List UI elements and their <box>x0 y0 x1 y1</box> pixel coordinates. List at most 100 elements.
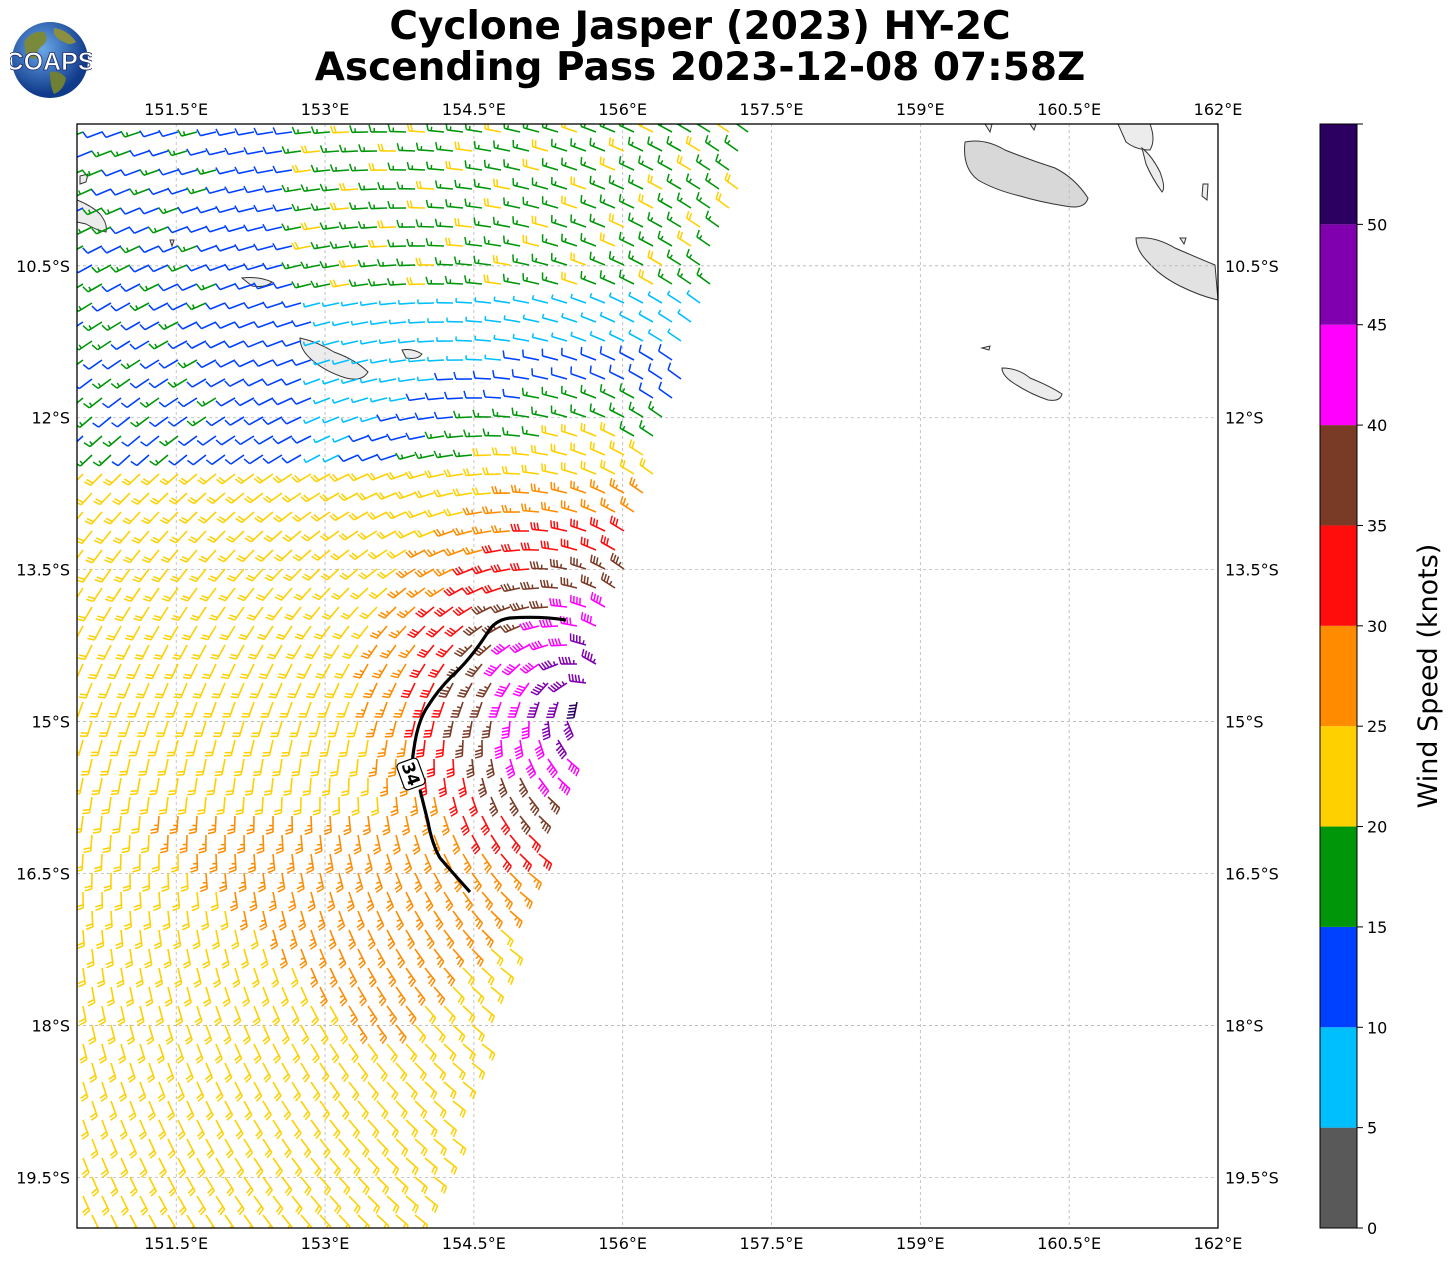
wind-barb <box>377 606 397 619</box>
wind-barb <box>550 405 568 418</box>
wind-barb <box>627 136 644 152</box>
wind-barb <box>570 138 587 152</box>
wind-barb <box>196 206 217 214</box>
wind-barb <box>435 739 445 759</box>
wind-barb <box>377 182 397 191</box>
wind-barb <box>501 465 521 475</box>
wind-barb <box>638 420 654 437</box>
island-guadalcanal-area <box>964 140 1089 208</box>
wind-barb <box>580 422 597 437</box>
wind-barb <box>346 891 355 912</box>
wind-barb <box>522 234 540 247</box>
gridlines <box>77 124 1218 1228</box>
wind-barb <box>205 378 226 388</box>
wind-barb <box>302 302 321 308</box>
colorbar-bin <box>1320 124 1357 225</box>
wind-barb <box>286 853 295 874</box>
wind-barb <box>414 948 425 969</box>
wind-barb <box>319 1062 330 1083</box>
wind-barb <box>191 644 207 660</box>
wind-barb <box>377 220 397 229</box>
wind-barb <box>231 929 240 950</box>
wind-barb <box>329 164 350 173</box>
wind-barb <box>97 967 106 988</box>
wind-barb <box>360 777 369 797</box>
wind-barb <box>348 279 369 288</box>
wind-barb <box>224 1062 233 1083</box>
wind-barb <box>146 701 160 718</box>
wind-barb <box>637 155 654 171</box>
wind-barb <box>438 682 454 698</box>
wind-barb <box>628 250 644 266</box>
wind-barb <box>481 506 502 515</box>
wind-barb <box>329 1157 341 1177</box>
wind-barb <box>227 606 245 621</box>
wind-barb <box>464 236 483 247</box>
wind-barb <box>502 273 521 285</box>
wind-barb <box>424 470 445 479</box>
wind-barb <box>531 406 549 418</box>
wind-barb <box>541 425 559 437</box>
wind-barb <box>338 1062 349 1083</box>
wind-barb <box>443 891 454 912</box>
wind-barb <box>369 358 388 364</box>
wind-barb <box>306 853 315 874</box>
wind-barb <box>512 334 530 342</box>
wind-barb <box>338 454 359 463</box>
wind-barb <box>570 214 587 228</box>
wind-barb <box>215 359 236 368</box>
wind-barb <box>158 1157 167 1178</box>
island-nggela <box>1117 124 1154 151</box>
wind-barb <box>462 1081 477 1099</box>
wind-barb <box>329 473 350 482</box>
wind-barb <box>353 834 362 855</box>
wind-barb <box>199 587 217 602</box>
wind-barb <box>205 416 226 427</box>
wind-barb <box>686 290 701 304</box>
wind-barb <box>120 169 141 177</box>
wind-barb <box>272 1081 282 1102</box>
wind-barb <box>330 549 350 561</box>
wind-barb <box>291 1157 303 1178</box>
wind-barb <box>426 758 435 778</box>
island-louisiade-1 <box>299 337 369 380</box>
wind-barb <box>167 1100 176 1121</box>
wind-barb <box>243 454 264 465</box>
wind-barb <box>110 1214 119 1228</box>
wind-barb <box>177 359 198 369</box>
wind-barb <box>395 1062 408 1082</box>
wind-barb <box>359 339 378 345</box>
wind-barb <box>715 153 730 171</box>
wind-barb <box>90 1138 99 1159</box>
wind-barb <box>406 238 426 247</box>
wind-barb <box>112 530 131 544</box>
wind-barb <box>386 929 396 950</box>
wind-barb <box>531 333 549 342</box>
wind-barb <box>167 1176 177 1197</box>
wind-barb <box>560 500 578 513</box>
wind-barb <box>448 796 458 817</box>
wind-barb <box>221 948 230 969</box>
wind-barb <box>217 834 226 854</box>
wind-barb <box>110 1176 119 1197</box>
wind-barb <box>405 891 414 912</box>
wind-barb <box>396 181 416 190</box>
wind-barb <box>77 511 84 521</box>
wind-barb <box>386 471 407 480</box>
wind-barb <box>300 222 321 231</box>
wind-barb <box>570 518 587 532</box>
globe-icon <box>12 22 88 98</box>
wind-barb <box>412 701 426 718</box>
wind-barb <box>224 1138 234 1159</box>
wind-barb <box>319 145 340 154</box>
wind-barb <box>433 568 454 577</box>
wind-barb <box>384 853 393 874</box>
island-dot-1 <box>169 239 175 248</box>
wind-barb <box>493 334 511 342</box>
wind-barb <box>436 337 454 343</box>
wind-barb <box>294 625 312 640</box>
wind-barb <box>627 174 644 190</box>
wind-barb <box>481 891 494 911</box>
wind-barb <box>77 777 84 795</box>
wind-barb <box>696 267 711 285</box>
